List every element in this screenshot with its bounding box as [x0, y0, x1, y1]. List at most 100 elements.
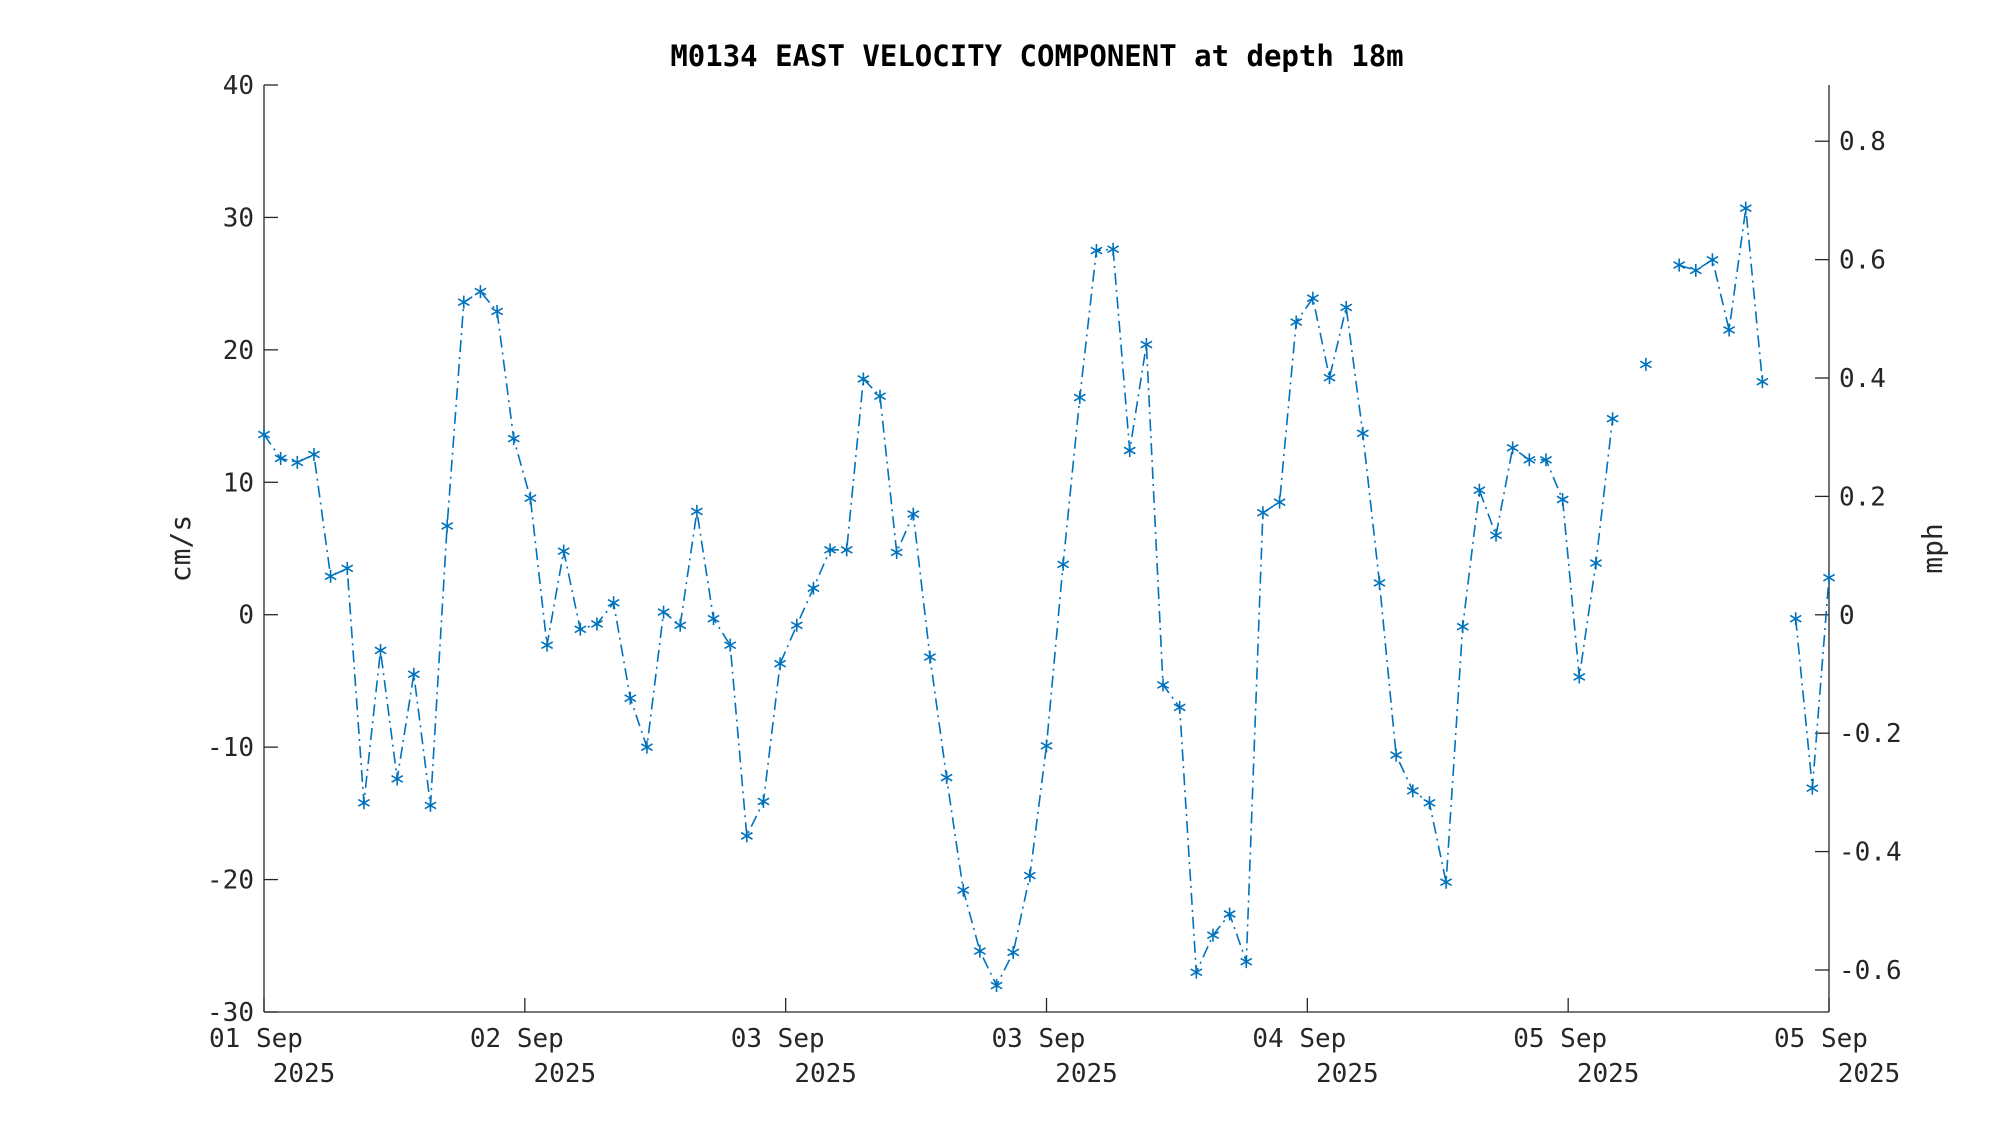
data-point-marker [640, 740, 653, 754]
data-point-marker [1423, 796, 1436, 810]
data-point-marker [757, 794, 770, 808]
axes [263, 85, 1830, 1013]
data-point-marker [1506, 441, 1519, 455]
y-tick-label: 40 [223, 71, 254, 101]
data-point-marker [1806, 781, 1819, 795]
data-point-marker [840, 543, 853, 557]
data-point-marker [541, 638, 554, 652]
data-point-marker [1673, 258, 1686, 272]
x-tick-date: 05 Sep [1774, 1024, 1868, 1054]
data-point-marker [1140, 338, 1153, 352]
data-point-marker [940, 771, 953, 785]
data-point-marker [391, 772, 404, 786]
x-tick-date: 05 Sep [1513, 1024, 1607, 1054]
series-markers [257, 201, 1836, 993]
data-point-marker [424, 798, 437, 812]
data-point-marker [1023, 869, 1036, 883]
data-point-marker [1573, 670, 1586, 684]
data-point-marker [1057, 557, 1070, 571]
data-point-marker [1606, 412, 1619, 426]
data-point-marker [973, 944, 986, 958]
y-right-tick-label: 0 [1839, 601, 1855, 631]
x-tick-date: 03 Sep [731, 1024, 825, 1054]
x-tick-year: 2025 [1055, 1059, 1118, 1089]
data-point-marker [1173, 700, 1186, 714]
series-line [263, 208, 1830, 988]
data-point-marker [507, 432, 520, 446]
data-point-marker [407, 667, 420, 681]
data-point-marker [1190, 965, 1203, 979]
data-point-marker [923, 650, 936, 664]
x-tick-year: 2025 [1838, 1059, 1901, 1089]
data-point-marker [690, 504, 703, 518]
data-point-marker [1223, 907, 1236, 921]
data-point-marker [574, 622, 587, 636]
data-point-marker [990, 979, 1003, 993]
data-point-marker [324, 569, 337, 583]
data-point-marker [491, 304, 504, 318]
y-axis-label-right: mph [1916, 523, 1949, 574]
data-point-marker [607, 596, 620, 610]
x-tick-year: 2025 [534, 1059, 597, 1089]
data-point-marker [1706, 253, 1719, 267]
y-right-tick-label: 0.8 [1839, 127, 1886, 157]
data-point-marker [1306, 291, 1319, 305]
data-point-marker [724, 638, 737, 652]
data-point-marker [357, 796, 370, 810]
data-point-marker [1523, 453, 1536, 467]
data-point-marker [1206, 928, 1220, 942]
data-point-marker [1323, 371, 1336, 385]
data-point-marker [1373, 576, 1386, 590]
y-tick-label: 20 [223, 336, 254, 366]
y-right-tick-label: -0.4 [1839, 838, 1902, 868]
x-tick-date: 03 Sep [992, 1024, 1086, 1054]
y-tick-label: -20 [207, 866, 254, 896]
y-tick-label: -30 [207, 998, 254, 1028]
data-point-marker [907, 507, 920, 521]
data-point-marker [1290, 315, 1303, 329]
data-point-marker [957, 883, 970, 897]
data-point-marker [1589, 556, 1602, 570]
data-point-marker [774, 657, 787, 671]
x-tick-date: 02 Sep [470, 1024, 564, 1054]
data-point-marker [1356, 426, 1369, 440]
x-tick-year: 2025 [273, 1059, 336, 1089]
x-tick-year: 2025 [1577, 1059, 1640, 1089]
data-point-marker [1090, 244, 1103, 258]
data-point-marker [1073, 391, 1086, 405]
data-point-marker [740, 829, 753, 843]
data-point-marker [1822, 571, 1836, 585]
data-point-marker [657, 605, 670, 619]
y-tick-label: -10 [207, 733, 254, 763]
data-point-marker [1440, 875, 1453, 889]
data-point-marker [257, 428, 271, 442]
x-tick-date: 01 Sep [209, 1024, 303, 1054]
data-point-marker [1273, 495, 1286, 509]
right-y-axis: 0.8 0.6 0.4 0.2 0 -0.2 -0.4 -0.6 [1815, 127, 1902, 986]
data-point-marker [1689, 263, 1702, 277]
y-axis-label-left: cm/s [164, 515, 197, 582]
data-point-marker [1123, 444, 1136, 458]
data-point-marker [1756, 375, 1769, 389]
y-tick-label: 10 [223, 468, 254, 498]
data-point-marker [890, 545, 903, 559]
data-point-marker [1639, 357, 1652, 371]
data-point-marker [674, 618, 687, 632]
data-point-marker [1157, 678, 1170, 692]
left-y-axis: 40 30 20 10 0 -10 -20 -30 [207, 71, 278, 1028]
data-point-marker [557, 544, 570, 558]
data-point-marker [624, 691, 637, 705]
x-axis: 01 Sep 2025 02 Sep 2025 03 Sep 2025 03 Sep 2025… [209, 998, 1900, 1089]
data-point-marker [1789, 612, 1802, 626]
data-point-marker [807, 581, 820, 595]
data-point-marker [590, 617, 604, 631]
y-tick-label: 0 [238, 601, 254, 631]
data-point-marker [307, 447, 320, 461]
data-point-marker [1256, 506, 1269, 520]
y-right-tick-label: 0.4 [1839, 364, 1886, 394]
data-point-marker [1240, 955, 1253, 969]
data-point-marker [474, 285, 487, 299]
data-point-marker [441, 519, 454, 533]
data-point-marker [457, 295, 470, 309]
